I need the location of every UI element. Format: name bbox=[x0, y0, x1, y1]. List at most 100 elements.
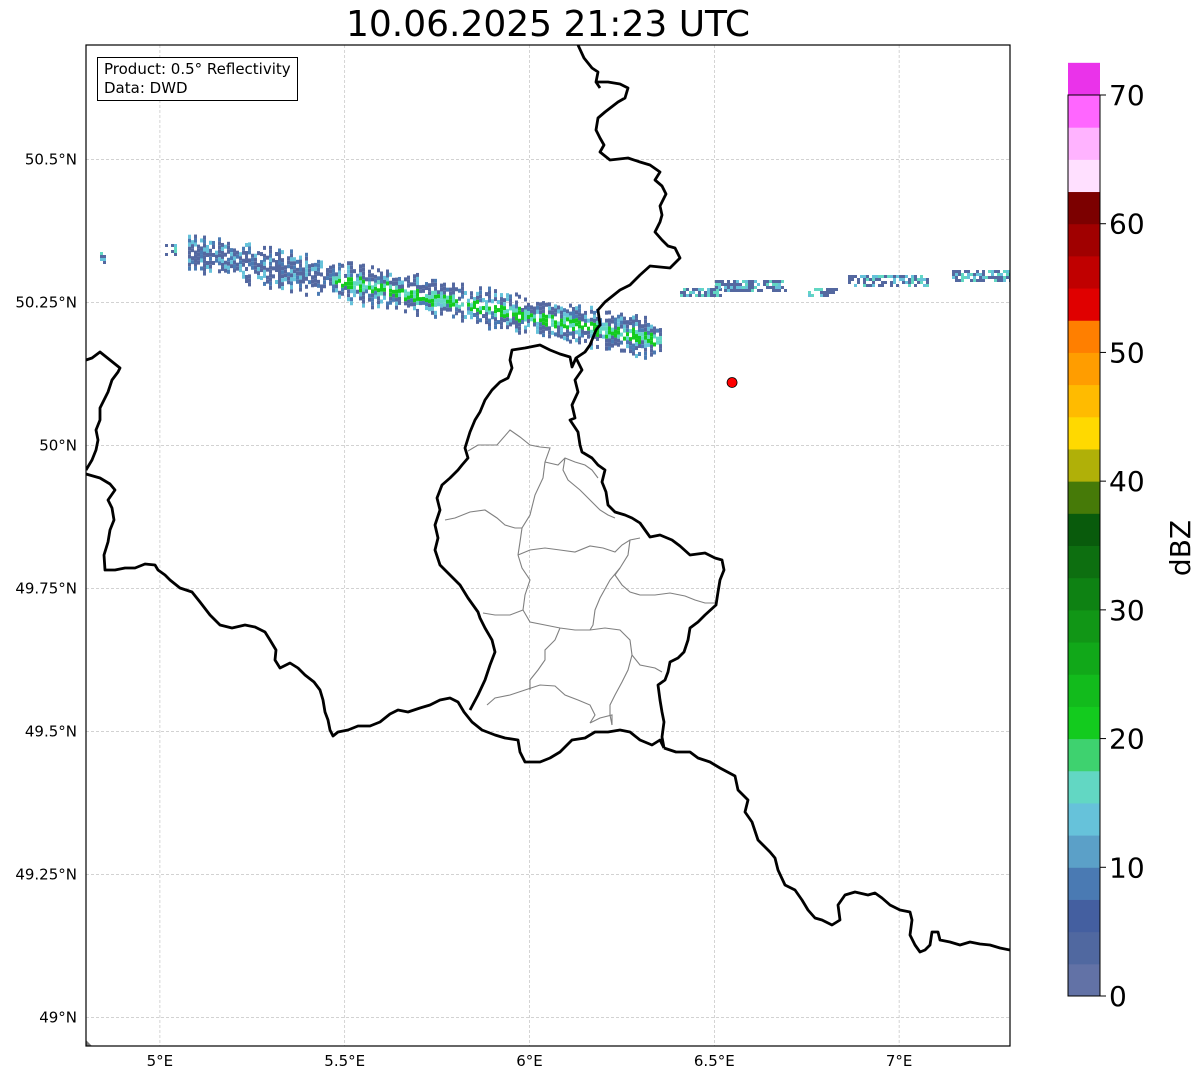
echo-pixel bbox=[299, 259, 302, 264]
echo-pixel bbox=[566, 337, 569, 342]
echo-pixel bbox=[218, 269, 221, 274]
echo-pixel bbox=[299, 279, 302, 284]
echo-pixel bbox=[174, 244, 177, 247]
echo-pixel bbox=[269, 265, 272, 270]
echo-pixel bbox=[515, 312, 518, 317]
echo-pixel bbox=[599, 326, 602, 331]
echo-pixel bbox=[287, 280, 290, 285]
colorbar-tick-label: 70 bbox=[1109, 79, 1145, 112]
echo-pixel bbox=[335, 276, 338, 281]
echo-pixel bbox=[718, 283, 721, 286]
echo-pixel bbox=[614, 341, 617, 346]
echo-pixel bbox=[926, 281, 929, 284]
echo-pixel bbox=[233, 248, 236, 253]
echo-pixel bbox=[374, 282, 377, 287]
echo-pixel bbox=[533, 314, 536, 319]
echo-pixel bbox=[745, 280, 748, 283]
echo-pixel bbox=[320, 260, 323, 265]
echo-pixel bbox=[766, 286, 769, 289]
echo-pixel bbox=[578, 336, 581, 341]
echo-pixel bbox=[203, 271, 206, 276]
echo-pixel bbox=[383, 275, 386, 280]
echo-pixel bbox=[203, 247, 206, 252]
echo-pixel bbox=[305, 292, 308, 297]
echo-pixel bbox=[308, 268, 311, 273]
echo-pixel bbox=[290, 269, 293, 274]
echo-pixel bbox=[236, 254, 239, 259]
echo-pixel bbox=[464, 315, 467, 320]
echo-pixel bbox=[407, 283, 410, 288]
echo-pixel bbox=[512, 308, 515, 313]
echo-pixel bbox=[778, 283, 781, 286]
echo-pixel bbox=[572, 323, 575, 328]
echo-pixel bbox=[248, 282, 251, 287]
echo-pixel bbox=[165, 253, 168, 256]
echo-pixel bbox=[578, 308, 581, 313]
echo-pixel bbox=[533, 318, 536, 323]
echo-pixel bbox=[425, 286, 428, 291]
echo-pixel bbox=[899, 275, 902, 278]
echo-pixel bbox=[730, 283, 733, 286]
echo-pixel bbox=[269, 277, 272, 282]
echo-pixel bbox=[287, 260, 290, 265]
echo-pixel bbox=[548, 302, 551, 307]
echo-pixel bbox=[224, 252, 227, 257]
echo-pixel bbox=[494, 289, 497, 294]
echo-pixel bbox=[638, 319, 641, 324]
echo-pixel bbox=[356, 273, 359, 278]
echo-pixel bbox=[171, 244, 174, 247]
echo-pixel bbox=[778, 289, 781, 292]
echo-pixel bbox=[835, 288, 838, 291]
echo-pixel bbox=[305, 264, 308, 269]
echo-pixel bbox=[629, 321, 632, 326]
echo-pixel bbox=[614, 321, 617, 326]
echo-pixel bbox=[766, 280, 769, 283]
echo-pixel bbox=[659, 328, 662, 333]
echo-pixel bbox=[413, 290, 416, 295]
echo-pixel bbox=[371, 277, 374, 282]
echo-pixel bbox=[350, 289, 353, 294]
echo-pixel bbox=[617, 326, 620, 331]
echo-pixel bbox=[896, 275, 899, 278]
echo-pixel bbox=[353, 293, 356, 298]
echo-pixel bbox=[772, 283, 775, 286]
colorbar-segment bbox=[1068, 320, 1100, 353]
echo-pixel bbox=[416, 284, 419, 289]
echo-pixel bbox=[727, 283, 730, 286]
echo-pixel bbox=[569, 315, 572, 320]
echo-pixel bbox=[635, 342, 638, 347]
echo-pixel bbox=[332, 272, 335, 277]
echo-pixel bbox=[404, 301, 407, 306]
echo-pixel bbox=[455, 299, 458, 304]
echo-pixel bbox=[269, 245, 272, 250]
echo-pixel bbox=[263, 253, 266, 258]
echo-pixel bbox=[275, 260, 278, 265]
echo-pixel bbox=[350, 285, 353, 290]
echo-pixel bbox=[659, 340, 662, 345]
echo-pixel bbox=[503, 318, 506, 323]
echo-pixel bbox=[188, 250, 191, 255]
echo-pixel bbox=[527, 323, 530, 328]
echo-pixel bbox=[698, 294, 701, 297]
echo-pixel bbox=[997, 276, 1000, 279]
echo-pixel bbox=[605, 338, 608, 343]
echo-pixel bbox=[458, 304, 461, 309]
echo-pixel bbox=[832, 288, 835, 291]
echo-pixel bbox=[542, 305, 545, 310]
echo-pixel bbox=[362, 299, 365, 304]
echo-pixel bbox=[100, 252, 103, 255]
echo-pixel bbox=[197, 244, 200, 249]
echo-pixel bbox=[203, 255, 206, 260]
echo-pixel bbox=[626, 320, 629, 325]
echo-pixel bbox=[440, 295, 443, 300]
echo-pixel bbox=[416, 292, 419, 297]
echo-pixel bbox=[278, 280, 281, 285]
echo-pixel bbox=[569, 339, 572, 344]
colorbar-segment bbox=[1068, 352, 1100, 386]
echo-pixel bbox=[174, 247, 177, 250]
echo-pixel bbox=[713, 288, 716, 291]
echo-pixel bbox=[323, 276, 326, 281]
echo-pixel bbox=[497, 320, 500, 325]
echo-pixel bbox=[431, 302, 434, 307]
echo-pixel bbox=[266, 275, 269, 280]
